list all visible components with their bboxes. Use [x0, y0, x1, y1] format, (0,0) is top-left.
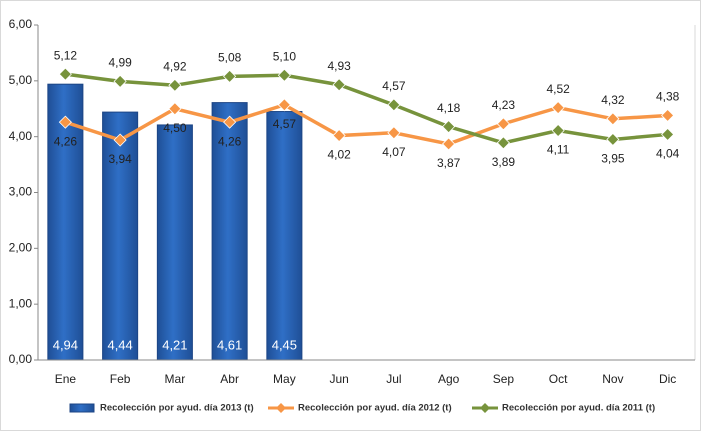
value-label: 3,87	[437, 156, 461, 170]
value-label: 5,08	[218, 51, 242, 65]
value-label: 4,11	[547, 143, 570, 157]
bar-value-label: 4,61	[217, 337, 242, 352]
bar	[156, 124, 193, 361]
y-tick-label: 5,00	[9, 73, 33, 87]
value-label: 4,50	[163, 121, 187, 135]
marker	[496, 136, 510, 150]
legend-label: Recolección por ayud. día 2012 (t)	[298, 403, 452, 414]
value-label: 4,26	[54, 134, 78, 148]
value-label: 4,93	[327, 59, 351, 73]
bar	[102, 111, 139, 361]
bar	[266, 111, 303, 361]
value-label: 4,04	[656, 147, 680, 161]
marker	[551, 123, 565, 138]
line	[64, 102, 668, 146]
x-tick-label: Sep	[493, 372, 515, 386]
marker	[223, 115, 237, 129]
marker	[661, 108, 675, 123]
marker	[58, 115, 72, 129]
marker	[58, 67, 72, 81]
marker	[332, 128, 346, 143]
legend-label: Recolección por ayud. día 2011 (t)	[502, 403, 655, 414]
value-label: 5,12	[54, 48, 78, 62]
value-label: 4,57	[382, 79, 406, 93]
marker	[387, 98, 401, 112]
y-tick-label: 4,00	[9, 129, 33, 143]
value-label: 4,18	[437, 101, 461, 115]
value-label: 4,26	[218, 134, 242, 148]
y-tick-label: 1,00	[9, 296, 33, 310]
bar-value-label: 4,94	[53, 337, 78, 352]
marker	[661, 127, 675, 141]
y-tick-label: 0,00	[9, 352, 33, 366]
value-label: 5,10	[273, 49, 297, 63]
y-tick-label: 6,00	[9, 17, 33, 31]
x-tick-label: Dic	[659, 372, 676, 386]
value-label: 3,95	[601, 152, 625, 166]
marker	[387, 126, 401, 140]
marker	[277, 98, 291, 112]
marker	[168, 78, 182, 92]
value-label: 4,32	[601, 93, 625, 107]
legend-marker	[276, 403, 286, 413]
x-tick-label: Abr	[220, 372, 239, 386]
bar-value-label: 4,45	[272, 337, 297, 352]
x-tick-label: May	[273, 372, 296, 386]
value-label: 4,92	[163, 59, 187, 73]
x-tick-label: Ene	[55, 372, 77, 386]
marker	[113, 74, 127, 88]
marker	[277, 68, 291, 82]
bar-value-label: 4,21	[162, 337, 187, 352]
marker	[606, 112, 620, 126]
x-tick-label: Nov	[602, 372, 623, 386]
y-tick-label: 2,00	[9, 241, 33, 255]
value-label: 3,94	[108, 152, 132, 166]
marker	[551, 101, 565, 115]
marker	[168, 102, 182, 116]
legend-marker	[480, 403, 490, 413]
y-tick-label: 3,00	[9, 185, 33, 199]
value-label: 4,57	[273, 117, 297, 131]
bar-value-label: 4,44	[107, 337, 132, 352]
value-label: 3,89	[492, 155, 516, 169]
value-label: 4,38	[656, 90, 680, 104]
x-tick-label: Mar	[165, 372, 186, 386]
value-label: 4,52	[546, 82, 570, 96]
marker	[113, 133, 127, 147]
legend-swatch	[69, 403, 95, 413]
marker	[496, 117, 510, 131]
value-label: 4,99	[108, 56, 132, 70]
bar	[211, 102, 248, 361]
value-label: 4,02	[327, 148, 351, 162]
marker	[332, 78, 346, 92]
marker	[442, 137, 456, 151]
line	[65, 72, 668, 145]
x-tick-label: Oct	[549, 372, 568, 386]
legend-label: Recolección por ayud. día 2013 (t)	[100, 403, 254, 414]
marker	[442, 120, 456, 134]
marker	[606, 132, 620, 147]
x-tick-label: Jun	[329, 372, 348, 386]
value-label: 4,23	[492, 98, 516, 112]
marker	[223, 69, 237, 83]
x-tick-label: Feb	[110, 372, 131, 386]
value-label: 4,07	[382, 145, 406, 159]
x-tick-label: Jul	[386, 372, 401, 386]
x-tick-label: Ago	[438, 372, 460, 386]
